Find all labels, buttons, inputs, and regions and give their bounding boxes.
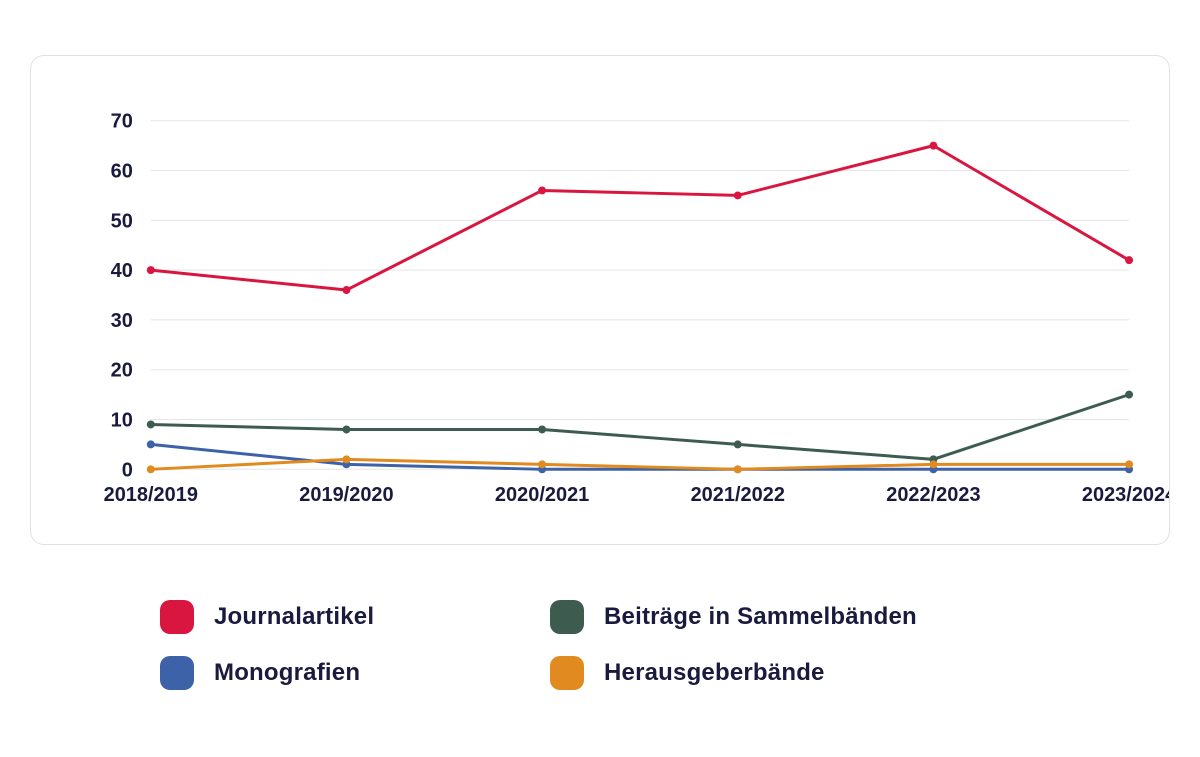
chart-legend: Journalartikel Beiträge in Sammelbänden Mo… <box>160 600 1060 690</box>
legend-swatch-herausgeberbaende <box>550 656 584 690</box>
chart-card: 0 10 20 30 40 50 60 70 2018/2019 2019/2020 2020/2… <box>30 55 1170 545</box>
series-marker-beitraege <box>342 425 350 433</box>
page-root: 0 10 20 30 40 50 60 70 2018/2019 2019/2020 2020/2… <box>0 0 1200 757</box>
y-tick-label: 10 <box>111 410 133 432</box>
legend-item-journalartikel: Journalartikel <box>160 600 550 634</box>
y-tick-label: 20 <box>111 360 133 382</box>
series-marker-beitraege <box>1125 391 1133 399</box>
y-axis-labels: 0 10 20 30 40 50 60 70 <box>111 111 133 482</box>
legend-swatch-journalartikel <box>160 600 194 634</box>
series-marker-journalartikel <box>929 142 937 150</box>
series-marker-herausgeberbaende <box>734 465 742 473</box>
series-marker-journalartikel <box>342 286 350 294</box>
y-tick-label: 40 <box>111 260 133 282</box>
series-line-beitraege <box>151 395 1129 460</box>
series-marker-herausgeberbaende <box>1125 460 1133 468</box>
series-marker-herausgeberbaende <box>929 460 937 468</box>
y-tick-label: 60 <box>111 161 133 183</box>
line-chart: 0 10 20 30 40 50 60 70 2018/2019 2019/2020 2020/2… <box>31 56 1169 544</box>
legend-label-monografien: Monografien <box>214 659 360 687</box>
y-tick-label: 30 <box>111 310 133 332</box>
legend-item-beitraege: Beiträge in Sammelbänden <box>550 600 1050 634</box>
series-line-journalartikel <box>151 146 1129 290</box>
x-tick-label: 2020/2021 <box>495 484 589 506</box>
chart-series-group <box>147 142 1133 474</box>
legend-label-journalartikel: Journalartikel <box>214 603 374 631</box>
series-marker-beitraege <box>538 425 546 433</box>
x-tick-label: 2023/2024 <box>1082 484 1169 506</box>
y-tick-label: 0 <box>122 459 133 481</box>
legend-label-beitraege: Beiträge in Sammelbänden <box>604 603 917 631</box>
series-marker-journalartikel <box>734 191 742 199</box>
series-marker-beitraege <box>734 440 742 448</box>
y-tick-label: 50 <box>111 210 133 232</box>
series-marker-journalartikel <box>147 266 155 274</box>
x-tick-label: 2019/2020 <box>299 484 393 506</box>
series-marker-beitraege <box>147 421 155 429</box>
series-marker-monografien <box>147 440 155 448</box>
x-tick-label: 2021/2022 <box>691 484 785 506</box>
legend-label-herausgeberbaende: Herausgeberbände <box>604 659 825 687</box>
series-marker-herausgeberbaende <box>538 460 546 468</box>
series-marker-journalartikel <box>1125 256 1133 264</box>
x-axis-labels: 2018/2019 2019/2020 2020/2021 2021/2022 2022… <box>104 484 1169 506</box>
y-tick-label: 70 <box>111 111 133 133</box>
legend-item-herausgeberbaende: Herausgeberbände <box>550 656 1050 690</box>
series-marker-journalartikel <box>538 186 546 194</box>
series-marker-herausgeberbaende <box>342 455 350 463</box>
legend-item-monografien: Monografien <box>160 656 550 690</box>
legend-swatch-beitraege <box>550 600 584 634</box>
series-marker-herausgeberbaende <box>147 465 155 473</box>
x-tick-label: 2018/2019 <box>104 484 198 506</box>
x-tick-label: 2022/2023 <box>886 484 980 506</box>
legend-swatch-monografien <box>160 656 194 690</box>
